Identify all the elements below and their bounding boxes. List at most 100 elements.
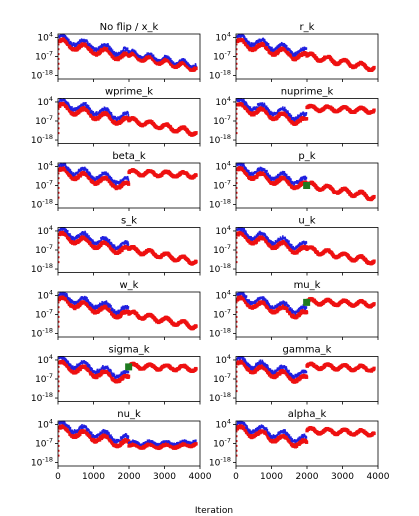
y-tick-label: 10-7 <box>213 114 231 127</box>
point-blue <box>119 245 122 249</box>
point-blue <box>124 240 127 243</box>
point-blue <box>62 291 64 295</box>
point-blue <box>97 177 100 180</box>
point-blue <box>278 175 281 178</box>
point-blue <box>266 235 268 239</box>
point-blue <box>260 169 263 172</box>
point-blue <box>113 244 116 247</box>
point-red <box>127 182 131 186</box>
point-red <box>110 181 114 186</box>
point-blue <box>113 309 116 312</box>
point-blue <box>71 106 73 109</box>
point-blue <box>283 171 286 174</box>
point-red <box>257 238 261 242</box>
point-blue <box>127 241 129 244</box>
point-blue <box>86 297 88 300</box>
point-blue <box>78 234 81 238</box>
point-red <box>235 182 238 185</box>
point-blue <box>77 170 79 174</box>
point-blue <box>249 106 252 109</box>
point-blue <box>66 295 69 298</box>
point-blue <box>86 168 89 172</box>
point-blue <box>244 230 247 233</box>
point-blue <box>71 238 74 241</box>
point-red <box>305 117 309 121</box>
point-blue <box>99 175 102 179</box>
point-blue <box>89 172 91 175</box>
point-red <box>65 298 69 302</box>
point-blue <box>68 38 70 42</box>
point-blue <box>108 305 110 308</box>
point-blue <box>64 292 66 295</box>
point-blue <box>111 49 114 52</box>
point-blue <box>155 57 158 61</box>
point-blue <box>287 111 290 115</box>
point-blue <box>84 230 86 234</box>
point-blue <box>117 309 120 313</box>
panel-title: No flip / x_k <box>100 22 159 33</box>
point-blue <box>294 119 296 122</box>
point-blue <box>112 115 115 119</box>
point-red <box>254 240 258 244</box>
point-blue <box>272 113 275 117</box>
point-blue <box>240 228 243 232</box>
point-blue <box>258 40 260 43</box>
point-blue <box>305 176 308 180</box>
point-red <box>57 196 60 199</box>
point-red <box>57 186 60 189</box>
point-red <box>235 107 238 110</box>
point-blue <box>76 108 79 111</box>
point-blue <box>287 110 289 113</box>
point-blue <box>246 233 248 236</box>
point-red <box>107 177 111 182</box>
point-blue <box>169 59 172 62</box>
point-blue <box>265 43 268 46</box>
point-blue <box>244 37 247 40</box>
point-blue <box>298 244 301 247</box>
point-blue <box>255 236 257 239</box>
point-red <box>235 241 238 244</box>
point-blue <box>116 52 119 56</box>
point-blue <box>89 107 91 111</box>
point-blue <box>152 54 155 57</box>
point-blue <box>115 183 117 186</box>
point-blue <box>97 306 99 310</box>
point-blue <box>271 46 273 50</box>
y-tick-label: 104 <box>215 224 231 237</box>
point-blue <box>70 171 73 174</box>
panel-marks <box>57 98 198 137</box>
point-red <box>263 43 267 48</box>
point-red <box>252 113 256 117</box>
point-blue <box>150 52 153 56</box>
point-blue <box>133 49 136 53</box>
panel-marks <box>57 291 198 331</box>
point-red <box>57 127 60 130</box>
y-tick-label: 104 <box>37 159 53 172</box>
point-red <box>110 117 114 121</box>
y-tick-label: 10-18 <box>31 198 53 211</box>
point-blue <box>91 303 94 307</box>
point-red <box>245 42 249 46</box>
point-red <box>57 182 60 185</box>
point-red <box>235 43 238 46</box>
point-blue <box>123 50 125 53</box>
point-blue <box>237 99 239 102</box>
point-blue <box>266 169 268 173</box>
panel-title: nuprime_k <box>281 87 334 98</box>
point-blue <box>127 243 130 246</box>
point-blue <box>259 168 261 172</box>
point-blue <box>106 238 109 241</box>
point-blue <box>305 241 308 244</box>
point-blue <box>110 114 113 117</box>
point-blue <box>251 109 254 113</box>
y-tick-label: 10-7 <box>213 179 231 192</box>
point-blue <box>113 50 115 54</box>
y-tick-label: 10-7 <box>35 243 53 256</box>
point-blue <box>107 108 110 112</box>
point-red <box>57 177 60 180</box>
point-blue <box>88 235 90 238</box>
point-red <box>185 128 190 132</box>
